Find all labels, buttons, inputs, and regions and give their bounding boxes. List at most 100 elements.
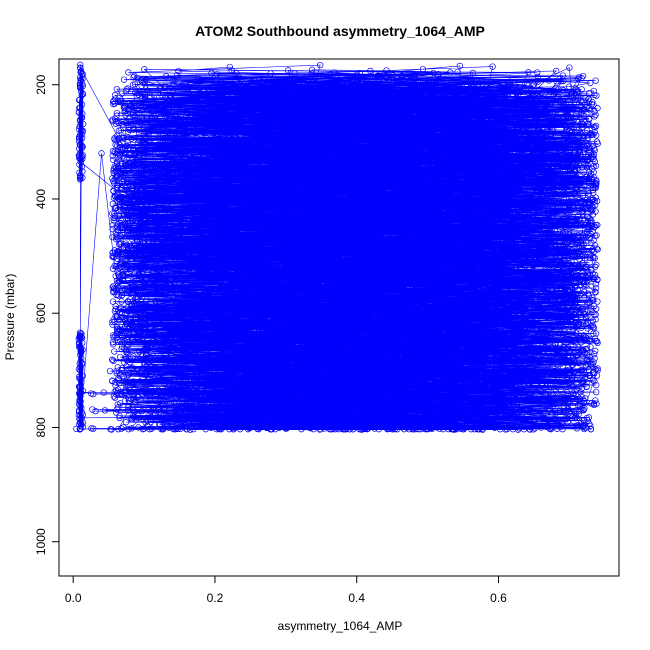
data-point [143,200,150,207]
data-point [196,153,203,161]
data-point [342,370,350,377]
data-point [417,289,424,296]
data-point [495,420,502,427]
data-point [275,342,283,350]
data-point [257,354,264,361]
data-point [223,401,230,409]
data-point [529,289,536,297]
data-point [126,114,133,121]
data-point [398,302,405,309]
data-point [457,261,464,269]
data-point [282,275,289,283]
data-point [515,303,522,310]
data-point [328,278,335,285]
data-point [182,249,189,256]
data-point [358,167,366,174]
data-point [474,271,481,279]
data-point [592,111,599,119]
data-point [557,217,565,224]
data-point [573,380,580,387]
data-point [322,83,329,90]
data-point [346,342,353,349]
data-point [371,322,378,329]
data-point [571,208,578,216]
data-point [382,254,389,261]
data-point [470,83,478,90]
data-point [321,215,328,222]
data-point [516,387,523,394]
data-point [312,201,319,209]
data-point [310,81,317,89]
data-point [539,343,547,350]
data-point [515,194,522,201]
data-point [185,208,192,215]
data-point [364,296,372,304]
data-point [559,115,566,123]
data-point [237,131,244,139]
data-point [554,266,562,274]
data-point [589,184,596,191]
data-point [397,175,404,183]
data-point [591,113,598,120]
data-point [178,256,185,264]
data-point [299,360,306,367]
data-point [404,74,411,81]
data-point [140,196,147,204]
data-point [530,222,537,229]
data-point [113,85,120,93]
data-point [332,353,339,360]
data-point [474,262,481,270]
data-point [205,235,213,242]
data-point [140,148,147,155]
data-point [276,263,283,270]
data-point [166,401,173,408]
data-point [584,312,591,320]
data-point [288,319,295,326]
data-point [397,340,404,347]
data-point [215,425,222,432]
data-point [139,76,146,83]
data-point [210,229,218,236]
data-point [267,160,274,167]
data-point [502,158,510,166]
data-point [202,134,210,141]
data-point [224,241,232,249]
data-point [496,126,503,133]
data-point [374,189,381,196]
data-point [199,294,206,301]
data-point [170,81,177,88]
data-point [411,140,418,147]
data-point [571,350,578,357]
data-point [591,355,598,362]
data-point [560,338,568,345]
data-point [260,303,267,310]
data-point [433,380,440,388]
data-point [428,327,435,335]
data-point [446,89,454,96]
data-point [215,84,222,91]
data-point [575,359,582,367]
data-point [141,104,149,111]
data-point [411,336,418,344]
data-point [482,349,489,356]
data-point [148,202,155,210]
data-point [580,246,587,253]
data-point [227,334,234,341]
data-point [471,426,478,433]
data-point [275,101,282,109]
data-point [483,325,490,333]
data-point [520,125,527,132]
data-point [140,155,147,162]
data-point [290,265,297,272]
data-point [167,250,174,258]
data-point [319,149,326,156]
data-point [110,188,117,195]
data-point [406,355,413,362]
data-point [277,291,284,299]
data-point [226,63,233,71]
data-point [291,213,299,220]
data-point [547,244,554,251]
data-point [280,171,288,178]
data-point [367,252,374,259]
data-point [527,97,534,104]
